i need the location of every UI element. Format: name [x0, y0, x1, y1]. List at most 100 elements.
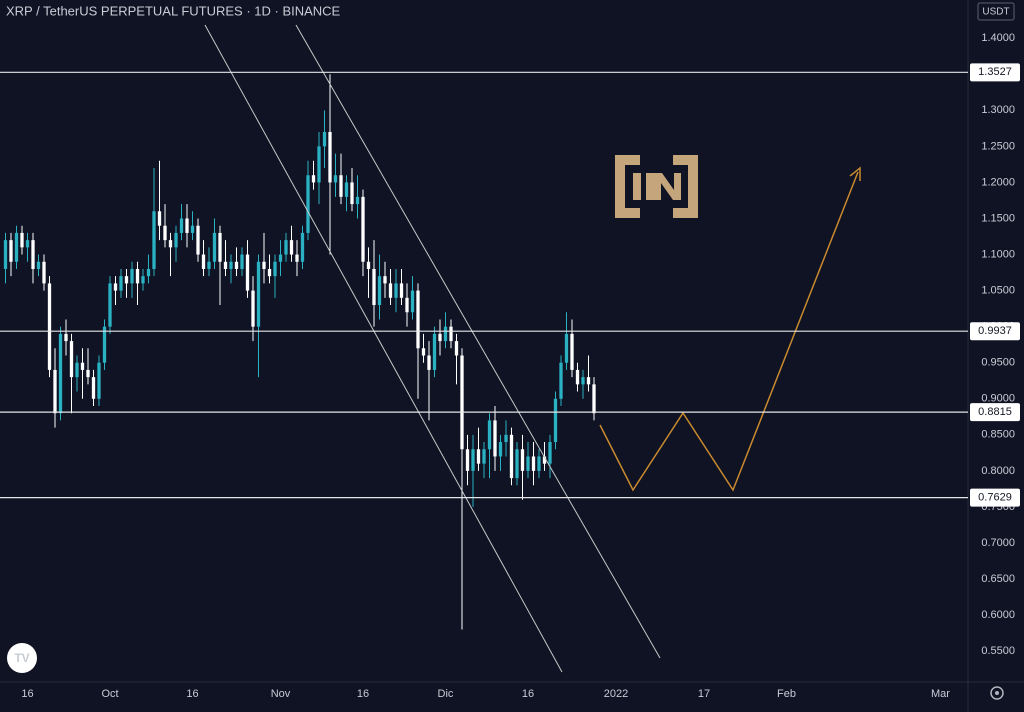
candle-body: [328, 131, 332, 183]
y-tick-label: 1.1500: [981, 212, 1015, 224]
candle-body: [542, 456, 547, 464]
x-tick-label: 16: [357, 688, 369, 700]
candle-body: [201, 254, 206, 269]
candle-body: [223, 261, 228, 269]
y-tick-label: 1.3000: [981, 104, 1015, 116]
candle-body: [53, 369, 57, 414]
candle-body: [372, 268, 376, 306]
candle-body: [168, 240, 173, 248]
y-tick-label: 1.1000: [981, 248, 1015, 260]
candle-body: [559, 362, 563, 399]
y-tick-label: 1.2500: [981, 140, 1015, 152]
price-level-label: 0.9937: [978, 325, 1012, 337]
x-tick-label: Oct: [101, 688, 118, 700]
candle-body: [487, 420, 492, 450]
candle-body: [42, 261, 46, 284]
candle-body: [91, 377, 96, 399]
candle-body: [185, 218, 189, 233]
candle-body: [476, 449, 481, 464]
candle-body: [317, 146, 321, 183]
x-tick-label: Feb: [777, 688, 796, 700]
currency-label[interactable]: USDT: [982, 7, 1009, 18]
candle-body: [454, 341, 459, 356]
candle-body: [207, 261, 211, 269]
candle-body: [377, 276, 382, 306]
candle-body: [553, 398, 558, 443]
candle-body: [575, 369, 580, 385]
candle-body: [438, 333, 442, 342]
projection-path: [599, 171, 859, 492]
currency-box[interactable]: [977, 2, 1015, 21]
candle-body: [157, 211, 162, 226]
candle-body: [427, 355, 431, 370]
candle-body: [163, 225, 167, 241]
candle-body: [416, 290, 420, 349]
tradingview-logo: TV: [7, 643, 37, 673]
candle-body: [130, 268, 134, 284]
candle-body: [537, 456, 541, 471]
candle-body: [366, 261, 371, 269]
candle-body: [531, 456, 536, 471]
candle-body: [75, 362, 79, 378]
candle-body: [443, 326, 448, 342]
candle-body: [432, 333, 437, 370]
candle-body: [509, 434, 514, 479]
price-level-label: 1.3527: [978, 66, 1012, 78]
candle-body: [322, 131, 327, 147]
candle-body: [333, 175, 338, 183]
candle-body: [355, 196, 360, 205]
candle-body: [267, 268, 272, 277]
candle-body: [394, 283, 398, 298]
candle-body: [251, 290, 255, 327]
candle-body: [20, 232, 24, 248]
candle-body: [493, 420, 497, 457]
candle-body: [262, 261, 266, 269]
settings-icon[interactable]: [990, 686, 1004, 700]
candle-body: [526, 456, 530, 471]
candle-body: [405, 297, 409, 313]
x-tick-label: Dic: [438, 688, 454, 700]
candle-body: [25, 240, 30, 248]
y-tick-label: 1.4000: [981, 32, 1015, 44]
x-tick-label: 17: [698, 688, 710, 700]
candle-body: [460, 355, 464, 450]
candle-body: [256, 261, 261, 327]
candle-body: [410, 290, 415, 313]
x-tick-label: Nov: [271, 688, 291, 700]
y-tick-label: 0.6500: [981, 573, 1015, 585]
candle-body: [146, 268, 151, 277]
candle-body: [69, 341, 74, 378]
candle-body: [520, 449, 525, 471]
candle-body: [344, 182, 349, 197]
candle-body: [113, 283, 118, 291]
candle-body: [284, 240, 288, 255]
price-level-box: [970, 488, 1020, 507]
candle-body: [179, 218, 184, 233]
candle-body: [339, 175, 343, 197]
candle-body: [102, 326, 107, 363]
candle-body: [36, 261, 41, 269]
candle-body: [289, 240, 294, 255]
candle-body: [498, 442, 503, 457]
candle-body: [124, 276, 129, 284]
candle-body: [80, 362, 85, 370]
candle-body: [515, 449, 519, 479]
y-tick-label: 1.0500: [981, 285, 1015, 297]
price-level-box: [970, 403, 1020, 422]
y-tick-label: 0.9000: [981, 393, 1015, 405]
y-tick-label: 0.5500: [981, 645, 1015, 657]
candle-body: [240, 254, 244, 269]
candle-body: [3, 240, 8, 269]
candle-body: [108, 283, 112, 327]
candle-body: [9, 240, 13, 262]
x-tick-label: 2022: [604, 688, 628, 700]
y-tick-label: 0.6000: [981, 609, 1015, 621]
candle-body: [581, 377, 585, 385]
price-level-label: 0.7629: [978, 492, 1012, 504]
chart-title: XRP / TetherUS PERPETUAL FUTURES · 1D · …: [6, 3, 341, 18]
candle-body: [471, 449, 475, 471]
candle-body: [190, 225, 195, 233]
watermark-logo: [615, 155, 698, 218]
candle-body: [361, 196, 365, 262]
candle-body: [245, 254, 250, 291]
